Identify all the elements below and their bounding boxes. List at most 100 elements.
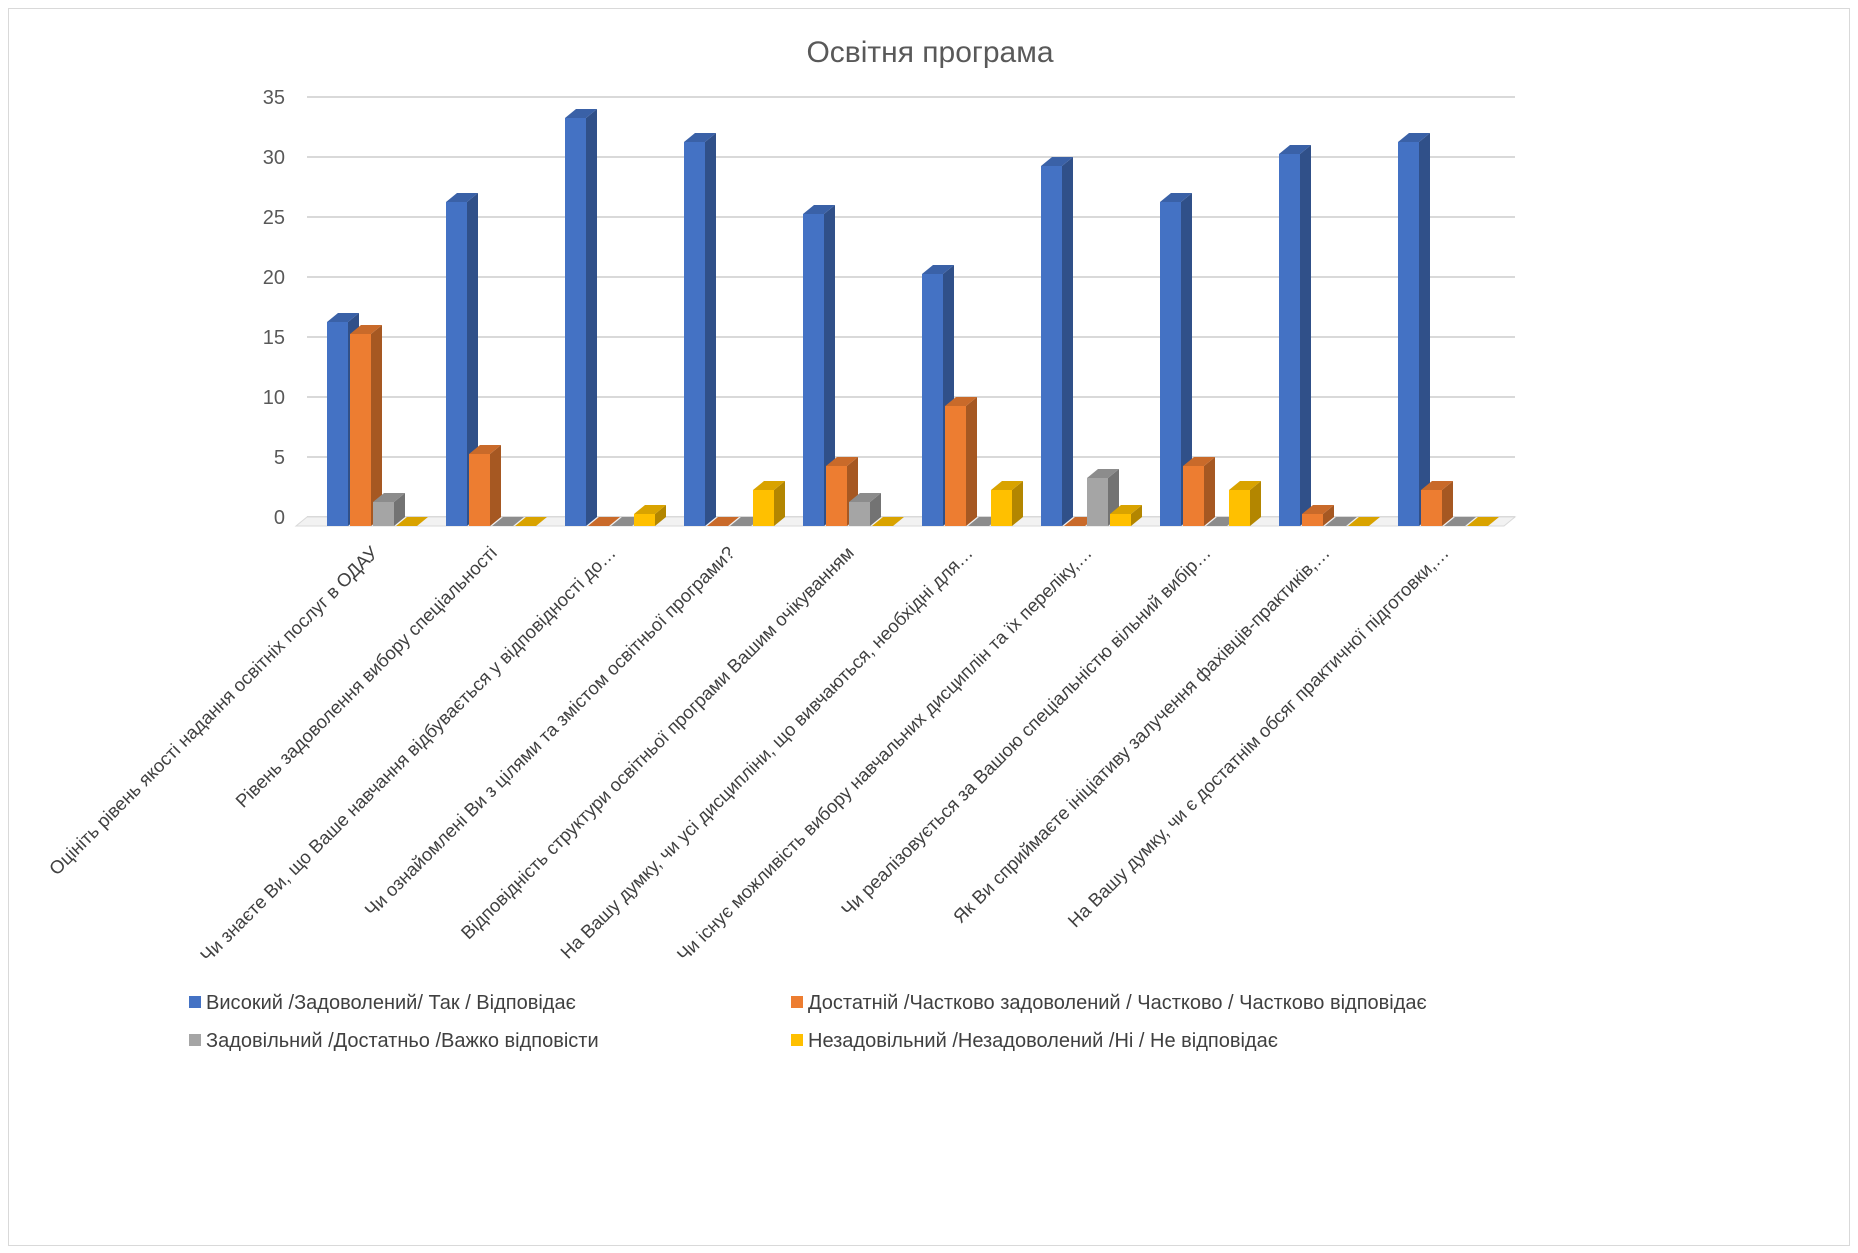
bar: [753, 481, 785, 526]
bar-top: [327, 313, 359, 322]
bar-front: [327, 322, 348, 526]
bar: [1183, 457, 1215, 526]
bar-front: [1279, 154, 1300, 526]
bar-top: [634, 505, 666, 514]
bar-top: [803, 205, 835, 214]
bar-top: [753, 481, 785, 490]
bar-front: [350, 334, 371, 526]
bar-top: [1467, 517, 1499, 526]
bar-top: [469, 445, 501, 454]
bar-front: [803, 214, 824, 526]
bar: [634, 505, 666, 526]
legend-swatch: [189, 1034, 201, 1046]
legend-item: Незадовільний /Незадоволений /Ні / Не ві…: [791, 1030, 1278, 1052]
bar-top: [446, 193, 478, 202]
bar-front: [634, 514, 655, 526]
x-tick-label: Чи знаєте Ви, що Ваше навчання відбуваєт…: [196, 542, 620, 966]
bar-top: [872, 517, 904, 526]
bar-side: [1323, 505, 1334, 526]
bar-front: [565, 118, 586, 526]
bars: [327, 109, 1499, 526]
bar-top: [826, 457, 858, 466]
legend-item: Достатній /Частково задоволений / Частко…: [791, 992, 1427, 1014]
bar-top: [565, 109, 597, 118]
x-tick-label: Чи існує можливість вибору навчальних ди…: [673, 542, 1096, 965]
bar-top: [1302, 505, 1334, 514]
bar: [373, 493, 405, 526]
bar-side: [490, 445, 501, 526]
bar: [1348, 517, 1380, 526]
bar: [945, 397, 977, 526]
x-tick-label: На Вашу думку, чи усі дисципліни, що вив…: [556, 542, 977, 963]
bar: [1325, 517, 1357, 526]
chart-title: Освітня програма: [806, 36, 1053, 69]
bar: [803, 205, 835, 526]
bar-front: [1302, 514, 1323, 526]
legend-label: Незадовільний /Незадоволений /Ні / Не ві…: [808, 1030, 1278, 1052]
x-axis: Оцініть рівень якості надання освітніх п…: [45, 542, 1453, 966]
bar-front: [753, 490, 774, 526]
bar: [515, 517, 547, 526]
bar: [1279, 145, 1311, 526]
bar: [872, 517, 904, 526]
bar-top: [1160, 193, 1192, 202]
bar-side: [705, 133, 716, 526]
bar-side: [1062, 157, 1073, 526]
bar-side: [1250, 481, 1261, 526]
bar: [1398, 133, 1430, 526]
y-axis: 0 5 10 15 20 25 30 35: [263, 87, 285, 529]
bar-top: [1348, 517, 1380, 526]
chart-frame: Освітня програма 0 5 10 15 20 25 30 35 Оцініть …: [8, 8, 1850, 1246]
legend-swatch: [189, 996, 201, 1008]
x-tick-label: Відповідність структури освітньої програ…: [457, 542, 858, 943]
bar-front: [1421, 490, 1442, 526]
bar-front: [922, 274, 943, 526]
bar-top: [1229, 481, 1261, 490]
bar-front: [1229, 490, 1250, 526]
bar-top: [1444, 517, 1476, 526]
bar-top: [1087, 469, 1119, 478]
bar-side: [467, 193, 478, 526]
legend-swatch: [791, 1034, 803, 1046]
bar-side: [774, 481, 785, 526]
bar-side: [870, 493, 881, 526]
bar: [1444, 517, 1476, 526]
bar-top: [350, 325, 382, 334]
bar: [1302, 505, 1334, 526]
bar-top: [922, 265, 954, 274]
bar-top: [515, 517, 547, 526]
bar-side: [655, 505, 666, 526]
bar-chart: Освітня програма 0 5 10 15 20 25 30 35 Оцініть …: [45, 36, 1517, 1052]
bar: [588, 517, 620, 526]
x-tick-label: Рівень задоволення вибору спеціальності: [231, 542, 501, 812]
y-tick-label: 10: [263, 387, 285, 409]
bar-side: [1131, 505, 1142, 526]
bar-front: [945, 406, 966, 526]
y-tick-label: 35: [263, 87, 285, 109]
bar-top: [707, 517, 739, 526]
bar: [1110, 505, 1142, 526]
bar: [396, 517, 428, 526]
bar: [991, 481, 1023, 526]
legend-label: Задовільний /Достатньо /Важко відповісти: [206, 1030, 599, 1052]
y-tick-label: 15: [263, 327, 285, 349]
bar-front: [1183, 466, 1204, 526]
y-tick-label: 0: [274, 507, 285, 529]
bar-side: [1442, 481, 1453, 526]
bar-top: [1279, 145, 1311, 154]
bar-side: [1204, 457, 1215, 526]
bar-top: [1183, 457, 1215, 466]
bar: [849, 493, 881, 526]
bar: [469, 445, 501, 526]
bar: [1421, 481, 1453, 526]
bar-top: [492, 517, 524, 526]
bar: [1041, 157, 1073, 526]
bar-side: [824, 205, 835, 526]
bar-top: [1110, 505, 1142, 514]
bar: [350, 325, 382, 526]
bar: [684, 133, 716, 526]
bar-side: [586, 109, 597, 526]
bar-front: [991, 490, 1012, 526]
bar-top: [991, 481, 1023, 490]
bar-front: [1087, 478, 1108, 526]
